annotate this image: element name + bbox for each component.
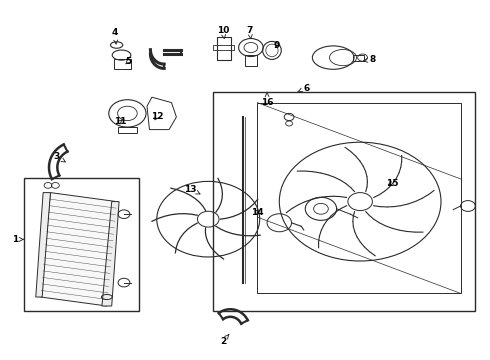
Bar: [245, 55, 257, 66]
Polygon shape: [36, 193, 50, 297]
Text: 11: 11: [114, 117, 126, 126]
Bar: [213, 92, 475, 311]
Text: 15: 15: [386, 179, 398, 188]
Text: 16: 16: [261, 93, 273, 107]
Text: 13: 13: [184, 184, 200, 194]
Text: 7: 7: [246, 26, 253, 39]
Text: 12: 12: [150, 112, 163, 121]
Text: 9: 9: [273, 40, 280, 49]
Bar: [257, 103, 461, 293]
Bar: [118, 127, 137, 133]
Polygon shape: [102, 202, 119, 306]
Text: 4: 4: [112, 28, 119, 44]
Text: 2: 2: [220, 334, 229, 346]
Text: 5: 5: [125, 57, 131, 66]
Text: 1: 1: [12, 235, 24, 244]
Text: 10: 10: [217, 26, 229, 39]
Text: 14: 14: [251, 208, 264, 217]
Bar: [353, 55, 364, 61]
Polygon shape: [41, 193, 117, 306]
Text: 8: 8: [364, 55, 375, 64]
Bar: [213, 45, 234, 50]
Bar: [217, 37, 231, 60]
Text: 3: 3: [53, 152, 65, 162]
Bar: [24, 178, 139, 311]
Text: 6: 6: [298, 84, 309, 93]
Bar: [114, 59, 131, 69]
